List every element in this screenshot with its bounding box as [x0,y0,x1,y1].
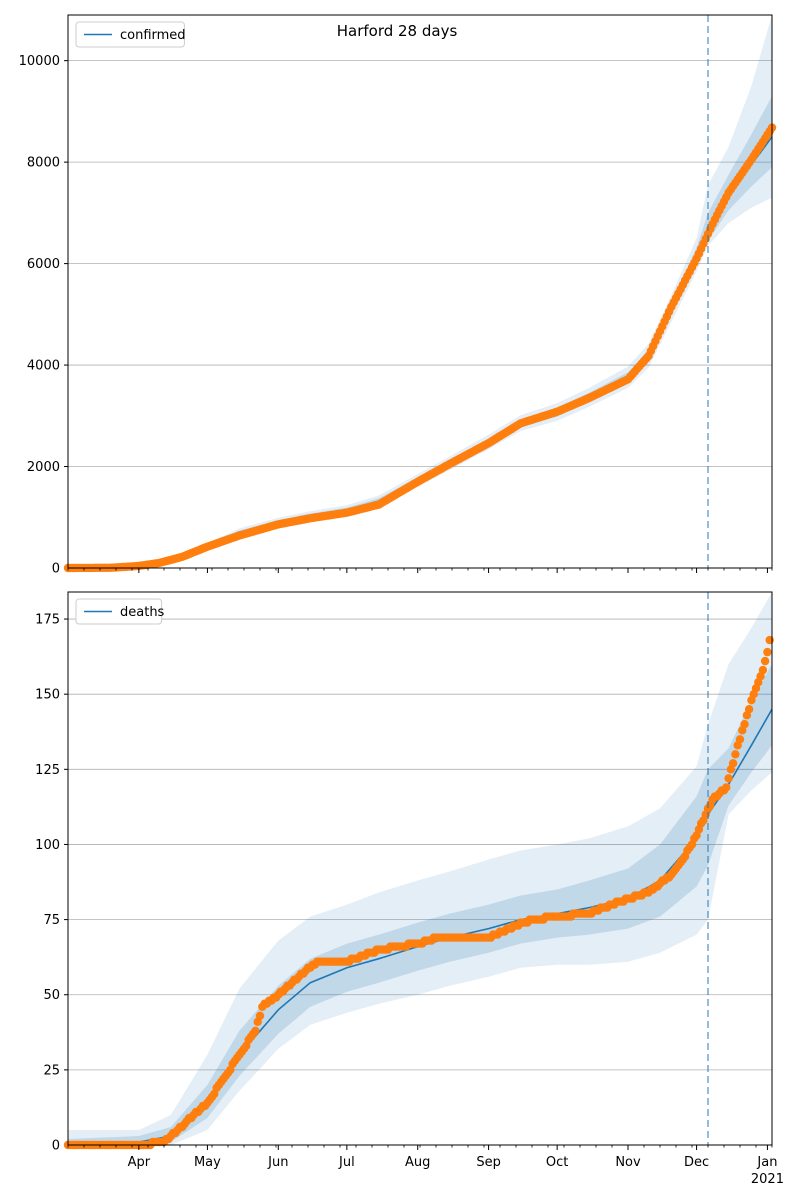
x-tick-label: Aug [405,1155,430,1170]
observed-point [251,1026,260,1036]
observed-point [731,750,740,759]
y-tick-label: 0 [52,562,60,577]
observed-point [735,735,745,744]
legend-label: confirmed [120,28,186,43]
observed-point [255,1011,265,1020]
y-tick-label: 175 [35,613,60,628]
outer-interval-band [68,592,772,1145]
deaths-panel: 0 25 50 75 100 125 150 175 deaths [35,591,774,1154]
observed-point [765,635,774,645]
confirmed-panel: 0 2000 4000 6000 8000 10000 confirmed [19,14,777,577]
legend: confirmed [75,21,186,48]
observed-point [744,705,754,714]
observed-point [740,720,749,729]
y-tick-label: 2000 [27,460,60,475]
observed-points [63,635,774,1150]
x-tick-label: Jun [267,1155,288,1170]
y-tick-label: 25 [43,1063,60,1078]
observed-points [63,123,777,573]
y-tick-label: 8000 [27,156,60,171]
y-tick-label: 4000 [27,359,60,374]
observed-point [758,665,768,675]
x-tick-label: Nov [615,1155,641,1170]
observed-point [728,759,738,768]
legend-label: deaths [120,605,165,620]
x-year-label: 2021 [751,1172,784,1187]
observed-point [724,774,733,783]
legend-frame [75,21,185,48]
x-axis: Apr May Jun Jul Aug Sep Oct Nov Dec Jan 2021 [128,1155,784,1187]
x-tick-label: Oct [546,1155,568,1170]
x-tick-label: May [194,1155,221,1170]
y-tick-label: 10000 [19,54,60,69]
inner-interval-band [68,664,772,1145]
x-tick-label: Apr [128,1155,151,1170]
model-line [67,136,773,569]
y-tick-label: 75 [43,913,60,928]
inner-interval-band [68,96,772,568]
y-tick-label: 125 [35,763,60,778]
observed-point [722,783,731,792]
chart-title: Harford 28 days [337,22,458,40]
x-tick-label: Sep [476,1155,501,1170]
x-tick-label: Jul [338,1155,355,1170]
y-tick-label: 0 [52,1139,60,1154]
y-tick-label: 150 [35,688,60,703]
x-tick-label: Jan [756,1155,777,1170]
y-tick-label: 6000 [27,257,60,272]
observed-point [760,656,770,666]
x-tick-label: Dec [684,1155,709,1170]
legend-frame [75,598,163,625]
y-tick-label: 50 [43,988,60,1003]
legend: deaths [75,598,165,625]
y-tick-label: 100 [35,838,60,853]
observed-point [763,647,772,657]
